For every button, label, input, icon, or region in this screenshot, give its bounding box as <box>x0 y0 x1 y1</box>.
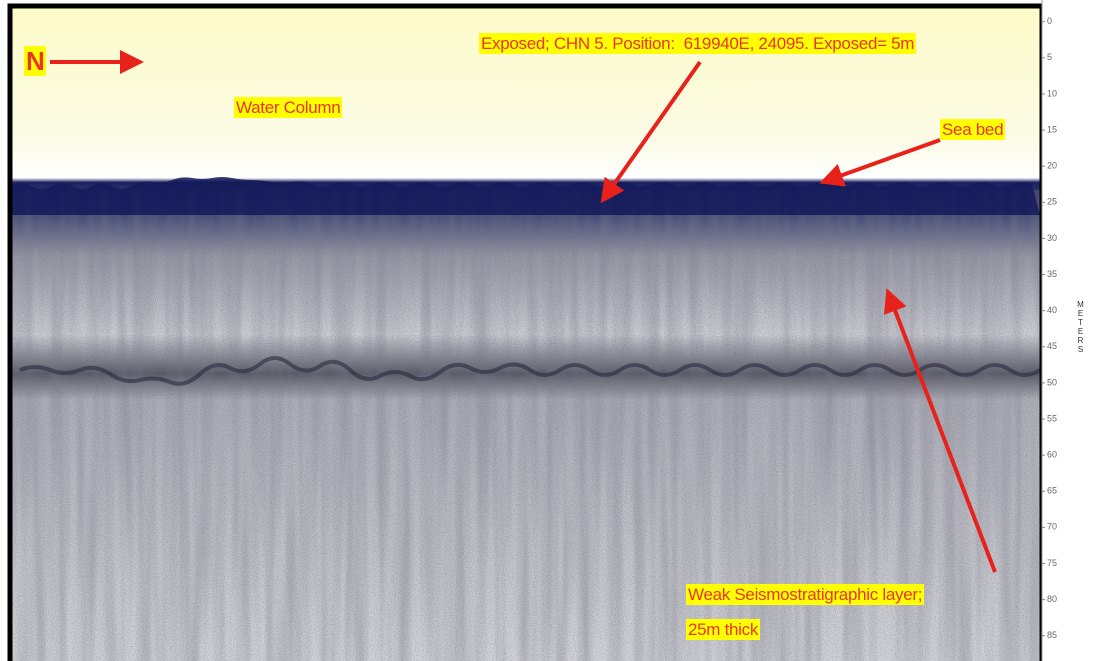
north-label: N <box>24 46 46 76</box>
tick-label: 80 <box>1047 594 1057 604</box>
seismic-profile: 0 5 10 15 20 25 30 35 40 45 50 55 60 65 70 75 80 85 <box>0 0 1093 661</box>
tick-label: 75 <box>1047 558 1057 568</box>
exposed-label: Exposed; CHN 5. Position: 619940E, 24095… <box>479 33 916 54</box>
tick-label: 50 <box>1047 377 1057 387</box>
tick-label: 15 <box>1047 124 1057 134</box>
layer-label: Weak Seismostratigraphic layer; <box>686 584 924 605</box>
tick-label: 55 <box>1047 413 1057 423</box>
tick-label: 60 <box>1047 450 1057 460</box>
tick-label: 5 <box>1047 52 1052 62</box>
tick-label: 40 <box>1047 305 1057 315</box>
tick-label: 30 <box>1047 233 1057 243</box>
tick-label: 0 <box>1047 16 1052 26</box>
water-column-label: Water Column <box>234 97 342 118</box>
tick-label: 85 <box>1047 630 1057 640</box>
tick-label: 70 <box>1047 522 1057 532</box>
page: 0 5 10 15 20 25 30 35 40 45 50 55 60 65 70 75 80 85 N Wat… <box>0 0 1093 661</box>
sea-bed-label: Sea bed <box>940 119 1005 140</box>
layer-label: 25m thick <box>686 619 760 640</box>
tick-label: 25 <box>1047 197 1057 207</box>
tick-label: 35 <box>1047 269 1057 279</box>
tick-label: 65 <box>1047 486 1057 496</box>
tick-label: 10 <box>1047 88 1057 98</box>
axis-title: METERS <box>1076 300 1085 354</box>
tick-label: 45 <box>1047 341 1057 351</box>
tick-label: 20 <box>1047 161 1057 171</box>
